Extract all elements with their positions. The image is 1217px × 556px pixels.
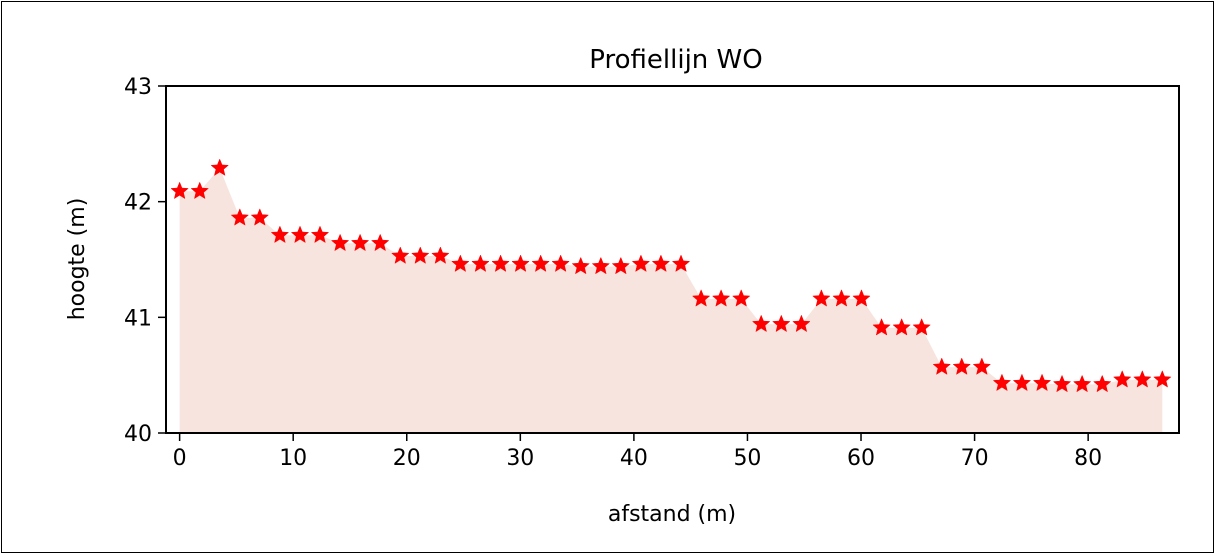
x-tick-label: 40 <box>620 446 648 471</box>
x-tick-label: 10 <box>279 446 307 471</box>
x-tick-label: 30 <box>506 446 534 471</box>
data-point-star <box>1012 373 1032 392</box>
data-point-star <box>1113 370 1132 388</box>
data-point-star <box>812 289 831 307</box>
data-point-star <box>210 158 229 176</box>
data-point-star <box>671 254 691 272</box>
data-point-star <box>631 254 651 272</box>
axes <box>165 85 1180 434</box>
y-axis-ticks: 40 41 42 43 <box>124 75 166 447</box>
x-axis-ticks: 0 10 20 30 40 50 60 70 80 <box>173 433 1102 471</box>
data-point-star <box>732 289 751 307</box>
y-tick-label: 42 <box>124 191 152 216</box>
data-point-star <box>932 357 951 375</box>
x-tick-label: 60 <box>847 446 875 471</box>
data-point-star <box>370 233 390 252</box>
data-point-star <box>832 289 851 307</box>
data-point-star <box>330 233 350 252</box>
data-point-star <box>1052 374 1072 393</box>
data-point-star <box>1032 373 1052 392</box>
chart-title: Profiellijn WO <box>589 45 762 75</box>
terrain-fill-area <box>179 168 1163 433</box>
data-markers <box>170 158 1172 393</box>
data-point-star <box>270 225 290 244</box>
data-point-star <box>250 208 269 226</box>
data-point-star <box>591 256 611 275</box>
x-tick-label: 0 <box>173 446 187 471</box>
x-tick-label: 70 <box>961 446 989 471</box>
fill-area <box>179 168 1163 433</box>
data-point-star <box>751 314 771 333</box>
x-axis-label: afstand (m) <box>608 502 736 527</box>
data-point-star <box>852 289 871 307</box>
x-tick-label: 50 <box>733 446 761 471</box>
data-point-star <box>391 246 410 264</box>
data-point-star <box>310 225 330 244</box>
data-point-star <box>431 246 450 264</box>
data-point-star <box>290 225 310 244</box>
plot-border <box>165 85 1180 434</box>
data-point-star <box>471 254 490 272</box>
x-tick-label: 80 <box>1074 446 1102 471</box>
data-point-star <box>491 254 510 272</box>
data-point-star <box>170 181 189 200</box>
data-point-star <box>531 254 550 272</box>
data-point-star <box>651 254 671 272</box>
data-point-star <box>992 373 1012 392</box>
data-point-star <box>1153 370 1172 388</box>
data-point-star <box>411 246 430 264</box>
data-point-star <box>792 314 811 333</box>
data-point-star <box>691 289 711 307</box>
y-tick-label: 41 <box>124 306 152 331</box>
data-point-star <box>892 318 911 336</box>
y-tick-label: 43 <box>124 75 152 100</box>
data-point-star <box>872 318 891 336</box>
data-point-star <box>190 181 209 200</box>
data-point-star <box>451 254 470 272</box>
data-point-star <box>1133 370 1152 388</box>
data-point-star <box>350 233 370 252</box>
y-axis-label: hoogte (m) <box>65 198 90 321</box>
data-point-star <box>611 256 631 275</box>
data-point-star <box>711 289 731 307</box>
x-tick-label: 20 <box>393 446 421 471</box>
data-point-star <box>772 314 791 333</box>
data-point-star <box>912 318 931 336</box>
y-tick-label: 40 <box>124 422 152 447</box>
data-point-star <box>511 254 530 272</box>
data-point-star <box>571 256 590 275</box>
data-point-star <box>230 208 250 226</box>
data-point-star <box>1072 374 1092 393</box>
data-point-star <box>972 357 992 375</box>
data-point-star <box>952 357 971 375</box>
data-point-star <box>551 254 570 272</box>
data-point-star <box>1093 374 1112 393</box>
